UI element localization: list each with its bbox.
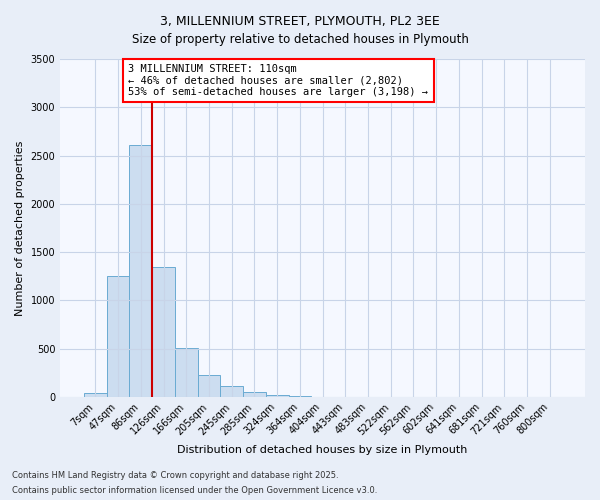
Text: 3, MILLENNIUM STREET, PLYMOUTH, PL2 3EE: 3, MILLENNIUM STREET, PLYMOUTH, PL2 3EE — [160, 15, 440, 28]
Bar — [130, 145, 152, 397]
Bar — [152, 266, 175, 397]
Bar — [197, 374, 220, 397]
Text: Contains HM Land Registry data © Crown copyright and database right 2025.: Contains HM Land Registry data © Crown c… — [12, 471, 338, 480]
Text: 3 MILLENNIUM STREET: 110sqm
← 46% of detached houses are smaller (2,802)
53% of : 3 MILLENNIUM STREET: 110sqm ← 46% of det… — [128, 64, 428, 98]
Bar — [220, 386, 243, 397]
Text: Contains public sector information licensed under the Open Government Licence v3: Contains public sector information licen… — [12, 486, 377, 495]
X-axis label: Distribution of detached houses by size in Plymouth: Distribution of detached houses by size … — [178, 445, 468, 455]
Y-axis label: Number of detached properties: Number of detached properties — [15, 140, 25, 316]
Bar — [84, 393, 107, 397]
Text: Size of property relative to detached houses in Plymouth: Size of property relative to detached ho… — [131, 32, 469, 46]
Bar — [107, 276, 130, 397]
Bar — [266, 395, 289, 397]
Bar — [243, 392, 266, 397]
Bar — [175, 348, 197, 397]
